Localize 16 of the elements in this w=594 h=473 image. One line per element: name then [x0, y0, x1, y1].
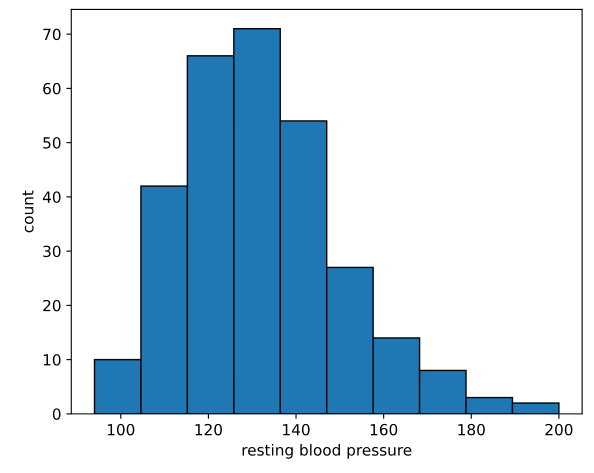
x-tick-label: 200 — [545, 424, 572, 436]
x-tick-label: 120 — [196, 424, 222, 436]
y-tick-label: 30 — [43, 246, 61, 258]
y-axis-title: count — [22, 190, 34, 232]
y-tick-label: 40 — [42, 191, 61, 203]
y-tick-label: 10 — [44, 354, 61, 366]
y-tick-label: 60 — [43, 82, 61, 94]
x-tick-label: 180 — [458, 424, 485, 436]
x-tick-label: 100 — [108, 424, 134, 436]
x-axis-title: resting blood pressure — [242, 444, 412, 459]
x-tick-label: 140 — [283, 424, 310, 436]
y-tick-label: 70 — [43, 28, 61, 40]
y-tick-label: 0 — [52, 408, 61, 420]
y-tick-label: 20 — [43, 300, 61, 312]
y-tick-label: 50 — [43, 137, 61, 149]
x-tick-label: 160 — [370, 424, 398, 436]
